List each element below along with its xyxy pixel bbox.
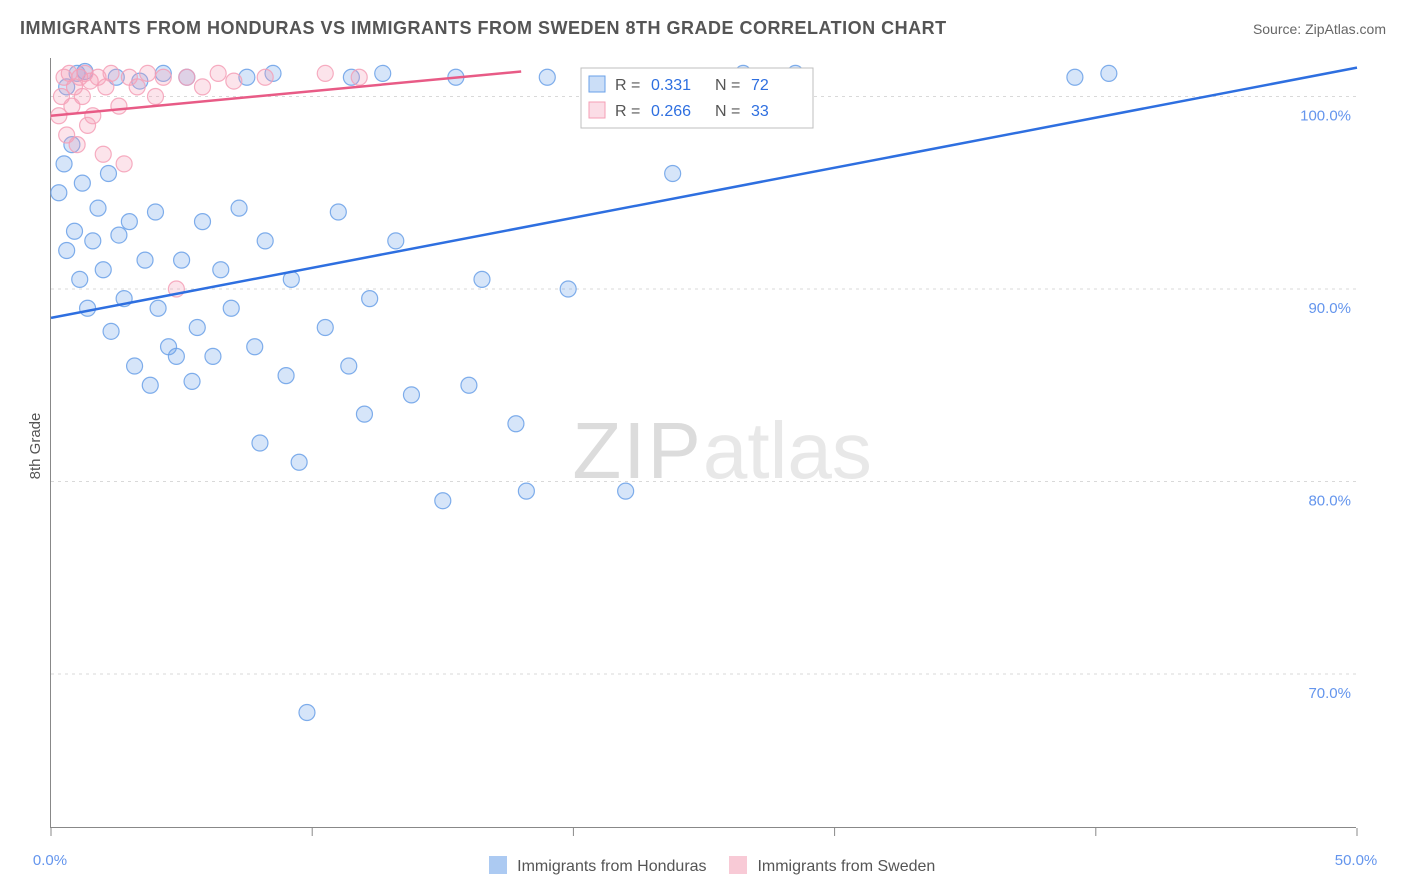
data-point-series-0	[150, 300, 166, 316]
data-point-series-0	[665, 166, 681, 182]
source-prefix: Source:	[1253, 21, 1305, 37]
data-point-series-1	[147, 89, 163, 105]
data-point-series-0	[142, 377, 158, 393]
data-point-series-0	[51, 185, 67, 201]
data-point-series-0	[205, 348, 221, 364]
source-attribution: Source: ZipAtlas.com	[1253, 21, 1386, 37]
data-point-series-0	[121, 214, 137, 230]
data-point-series-0	[461, 377, 477, 393]
data-point-series-0	[103, 323, 119, 339]
legend-label-sweden: Immigrants from Sweden	[757, 858, 935, 875]
data-point-series-0	[90, 200, 106, 216]
stats-swatch	[589, 102, 605, 118]
data-point-series-0	[435, 493, 451, 509]
stats-legend: R = 0.331 N = 72 R = 0.266 N = 33	[581, 68, 813, 128]
y-tick-label: 70.0%	[1308, 685, 1351, 702]
data-point-series-0	[539, 69, 555, 85]
stats-swatch	[589, 76, 605, 92]
y-tick-label: 80.0%	[1308, 493, 1351, 510]
legend-swatch-sweden	[729, 856, 747, 874]
data-point-series-0	[252, 435, 268, 451]
y-tick-label: 90.0%	[1308, 300, 1351, 317]
data-point-series-0	[168, 348, 184, 364]
data-point-series-1	[210, 65, 226, 81]
stats-n-label: N =	[715, 103, 740, 120]
data-point-series-1	[95, 146, 111, 162]
data-point-series-0	[278, 368, 294, 384]
data-point-series-0	[291, 454, 307, 470]
data-point-series-0	[127, 358, 143, 374]
stats-n-value: 72	[751, 77, 769, 94]
data-point-series-1	[179, 69, 195, 85]
data-point-series-0	[618, 483, 634, 499]
data-point-series-0	[247, 339, 263, 355]
data-point-series-0	[223, 300, 239, 316]
y-axis-label: 8th Grade	[27, 413, 44, 480]
data-point-series-0	[67, 223, 83, 239]
legend-swatch-honduras	[489, 856, 507, 874]
stats-r-label: R =	[615, 77, 640, 94]
data-point-series-0	[317, 320, 333, 336]
data-point-series-0	[231, 200, 247, 216]
data-point-series-0	[189, 320, 205, 336]
stats-n-value: 33	[751, 103, 769, 120]
data-point-series-0	[100, 166, 116, 182]
data-point-series-0	[330, 204, 346, 220]
legend-label-honduras: Immigrants from Honduras	[517, 858, 706, 875]
data-point-series-1	[129, 79, 145, 95]
scatter-plot: 70.0% 80.0% 90.0% 100.0% R = 0.331 N = 72 R = 0.2…	[50, 58, 1356, 828]
data-point-series-0	[299, 705, 315, 721]
data-point-series-0	[257, 233, 273, 249]
data-point-series-1	[140, 65, 156, 81]
data-point-series-0	[80, 300, 96, 316]
data-point-series-0	[72, 271, 88, 287]
data-point-series-1	[69, 137, 85, 153]
data-point-series-1	[74, 89, 90, 105]
data-point-series-1	[194, 79, 210, 95]
data-point-series-1	[226, 73, 242, 89]
data-point-series-0	[111, 227, 127, 243]
data-point-series-0	[403, 387, 419, 403]
stats-n-label: N =	[715, 77, 740, 94]
source-link[interactable]: ZipAtlas.com	[1305, 21, 1386, 37]
data-point-series-0	[341, 358, 357, 374]
data-point-series-0	[95, 262, 111, 278]
data-point-series-0	[194, 214, 210, 230]
data-point-series-0	[137, 252, 153, 268]
data-point-series-1	[351, 69, 367, 85]
data-point-series-0	[147, 204, 163, 220]
data-point-series-1	[317, 65, 333, 81]
data-point-series-0	[213, 262, 229, 278]
data-point-series-0	[508, 416, 524, 432]
data-point-series-0	[375, 65, 391, 81]
data-point-series-0	[85, 233, 101, 249]
stats-r-value: 0.266	[651, 103, 691, 120]
data-point-series-1	[111, 98, 127, 114]
data-point-series-0	[1067, 69, 1083, 85]
data-point-series-0	[356, 406, 372, 422]
data-point-series-0	[56, 156, 72, 172]
data-point-series-1	[257, 69, 273, 85]
data-point-series-1	[116, 156, 132, 172]
data-point-series-0	[59, 243, 75, 259]
series-legend: Immigrants from Honduras Immigrants from…	[0, 856, 1406, 876]
data-point-series-0	[1101, 65, 1117, 81]
stats-r-value: 0.331	[651, 77, 691, 94]
data-point-series-1	[155, 69, 171, 85]
data-point-series-0	[388, 233, 404, 249]
data-point-series-0	[362, 291, 378, 307]
data-point-series-0	[184, 373, 200, 389]
y-tick-label: 100.0%	[1300, 108, 1351, 125]
data-point-series-1	[103, 65, 119, 81]
data-point-series-0	[174, 252, 190, 268]
data-point-series-0	[74, 175, 90, 191]
data-point-series-0	[518, 483, 534, 499]
data-point-series-0	[560, 281, 576, 297]
stats-r-label: R =	[615, 103, 640, 120]
data-point-series-0	[474, 271, 490, 287]
chart-title: IMMIGRANTS FROM HONDURAS VS IMMIGRANTS F…	[20, 18, 947, 39]
